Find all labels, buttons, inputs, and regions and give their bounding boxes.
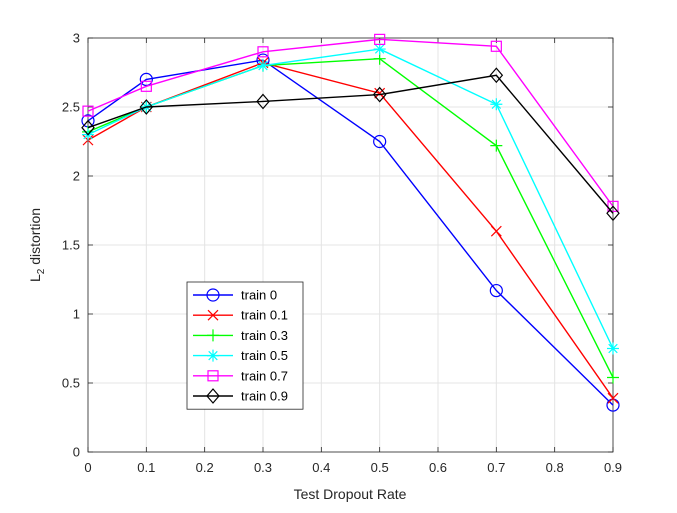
data-point-asterisk <box>490 98 503 111</box>
legend-item: train 0.9 <box>193 388 288 404</box>
legend-label: train 0 <box>241 288 277 303</box>
data-point-diamond <box>139 99 154 115</box>
data-point-square <box>82 105 94 117</box>
data-point-square <box>374 33 386 45</box>
legend-item: train 0 <box>193 288 277 303</box>
legend-item: train 0.7 <box>193 368 288 383</box>
data-point-plus <box>607 371 619 384</box>
data-point-diamond <box>81 119 95 136</box>
series-train-0-9 <box>81 67 620 222</box>
y-tick-label: 3 <box>73 31 80 46</box>
x-axis-label: Test Dropout Rate <box>294 486 407 502</box>
x-tick-label: 0.2 <box>196 460 214 475</box>
y-axis-label-main: L <box>27 274 43 282</box>
series-line <box>87 62 614 399</box>
series-train-0-7 <box>82 33 619 212</box>
legend-marker-asterisk <box>207 349 219 362</box>
legend-item: train 0.1 <box>193 308 288 323</box>
legend-item: train 0.3 <box>193 328 288 343</box>
y-tick-label: 0 <box>73 445 80 460</box>
data-point-circle <box>606 398 620 412</box>
legend-label: train 0.1 <box>241 308 288 323</box>
legend-marker-plus <box>207 329 219 342</box>
legend-label: train 0.5 <box>241 348 288 363</box>
data-point-asterisk <box>607 342 619 355</box>
legend-label: train 0.9 <box>241 389 288 404</box>
data-point-square <box>490 40 502 52</box>
data-point-circle <box>373 134 387 149</box>
data-point-plus <box>490 139 503 152</box>
x-tick-label: 0.9 <box>604 460 622 475</box>
data-point-square <box>140 80 152 92</box>
x-tick-label: 0.4 <box>312 460 330 475</box>
y-tick-label: 1 <box>73 307 80 322</box>
data-point-asterisk <box>257 59 269 72</box>
data-point-circle <box>139 72 153 87</box>
x-tick-label: 0.6 <box>429 460 447 475</box>
series-line <box>87 38 614 207</box>
legend-label: train 0.7 <box>241 368 288 383</box>
series-line <box>87 59 614 406</box>
y-tick-label: 2.5 <box>62 100 80 115</box>
x-tick-label: 0.8 <box>546 460 564 475</box>
data-point-x <box>374 87 386 99</box>
legend-item: train 0.5 <box>193 348 288 363</box>
x-tick-label: 0.5 <box>371 460 389 475</box>
data-point-asterisk <box>373 43 386 56</box>
y-tick-label: 0.5 <box>62 376 80 391</box>
legend-marker-square <box>207 370 219 382</box>
y-axis-label: L2 distortion <box>27 208 47 282</box>
legend: train 0 train 0.1 train 0.3 train 0.5 train … <box>186 281 304 410</box>
y-axis-label-subscript: 2 <box>36 268 47 274</box>
data-point-diamond <box>489 67 504 84</box>
x-tick-label: 0.1 <box>137 460 155 475</box>
axis-ticks: 0 0.1 0.2 0.3 0.4 0.5 0.6 0.7 0.8 0.9 0 0.5 1 1.5 2 2.5… <box>62 31 622 476</box>
data-point-square <box>257 46 269 58</box>
series-line <box>87 48 614 349</box>
data-point-circle <box>489 283 503 298</box>
legend-marker-circle <box>206 288 220 302</box>
x-tick-label: 0 <box>84 460 91 475</box>
x-tick-label: 0.7 <box>487 460 505 475</box>
legend-marker-x <box>207 309 219 321</box>
data-point-diamond <box>606 205 620 222</box>
y-tick-label: 1.5 <box>62 238 80 253</box>
data-point-diamond <box>256 93 270 110</box>
x-tick-label: 0.3 <box>254 460 272 475</box>
y-axis-label-rest: distortion <box>27 208 43 269</box>
legend-box <box>186 281 304 410</box>
y-tick-label: 2 <box>73 169 80 184</box>
data-point-x <box>607 392 619 404</box>
legend-label: train 0.3 <box>241 328 288 343</box>
series-line <box>87 74 614 214</box>
data-point-diamond <box>372 86 387 103</box>
data-point-x <box>490 225 502 237</box>
legend-marker-diamond <box>206 388 220 404</box>
series <box>81 33 620 412</box>
